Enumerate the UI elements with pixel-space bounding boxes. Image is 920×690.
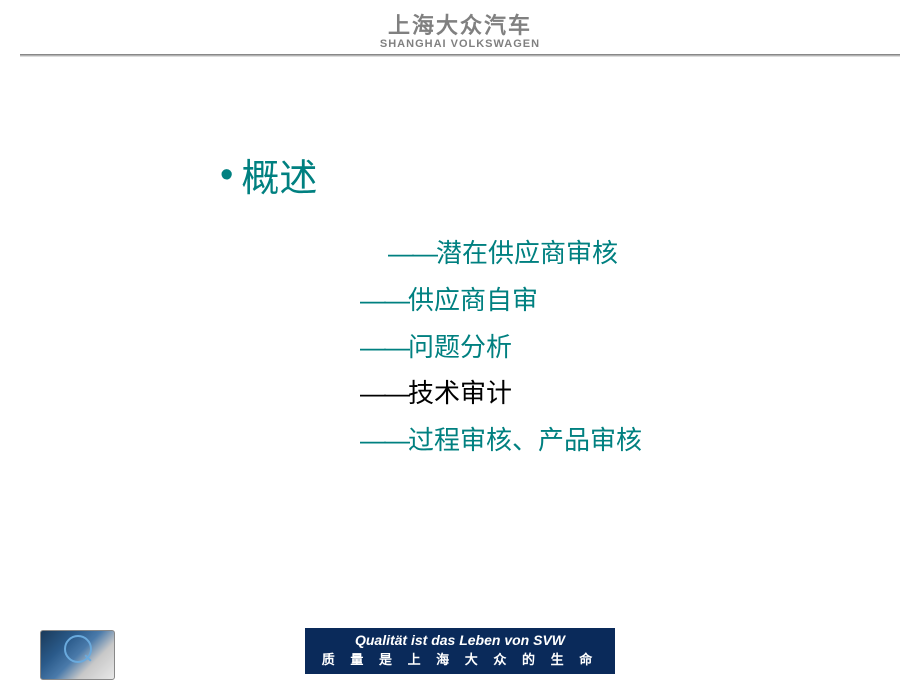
overview-title-text: 概述 — [241, 147, 317, 202]
outline-item: ——问题分析 — [360, 324, 920, 371]
content-area: • 概述 ——潜在供应商审核——供应商自审——问题分析——技术审计——过程审核、… — [0, 57, 920, 464]
outline-item-prefix: —— — [360, 425, 408, 455]
q-ring-icon — [64, 635, 92, 663]
header-title-en: SHANGHAI VOLKSWAGEN — [0, 38, 920, 50]
outline-item-prefix: —— — [360, 378, 408, 408]
outline-item: ——技术审计 — [360, 370, 920, 417]
header-title-cn: 上海大众汽车 — [0, 8, 920, 40]
outline-item: ——潜在供应商审核 — [360, 230, 920, 277]
outline-item: ——过程审核、产品审核 — [360, 417, 920, 464]
overview-title: • 概述 — [220, 147, 920, 202]
outline-item-text: 潜在供应商审核 — [436, 238, 618, 268]
banner-line-de: Qualität ist das Leben von SVW — [319, 632, 601, 648]
header: 上海大众汽车 SHANGHAI VOLKSWAGEN — [0, 0, 920, 57]
outline-item-prefix: —— — [360, 332, 408, 362]
bullet-icon: • — [220, 156, 233, 194]
outline-item-text: 供应商自审 — [408, 285, 538, 315]
quality-badge-icon — [40, 630, 115, 680]
outline-list: ——潜在供应商审核——供应商自审——问题分析——技术审计——过程审核、产品审核 — [220, 230, 920, 464]
outline-item-prefix: —— — [388, 238, 436, 268]
outline-item-text: 技术审计 — [408, 378, 512, 408]
outline-item-text: 过程审核、产品审核 — [408, 425, 642, 455]
outline-item-prefix: —— — [360, 285, 408, 315]
banner-line-cn: 质 量 是 上 海 大 众 的 生 命 — [319, 649, 601, 668]
quality-banner: Qualität ist das Leben von SVW 质 量 是 上 海… — [305, 628, 615, 674]
outline-item: ——供应商自审 — [360, 277, 920, 324]
outline-item-text: 问题分析 — [408, 332, 512, 362]
